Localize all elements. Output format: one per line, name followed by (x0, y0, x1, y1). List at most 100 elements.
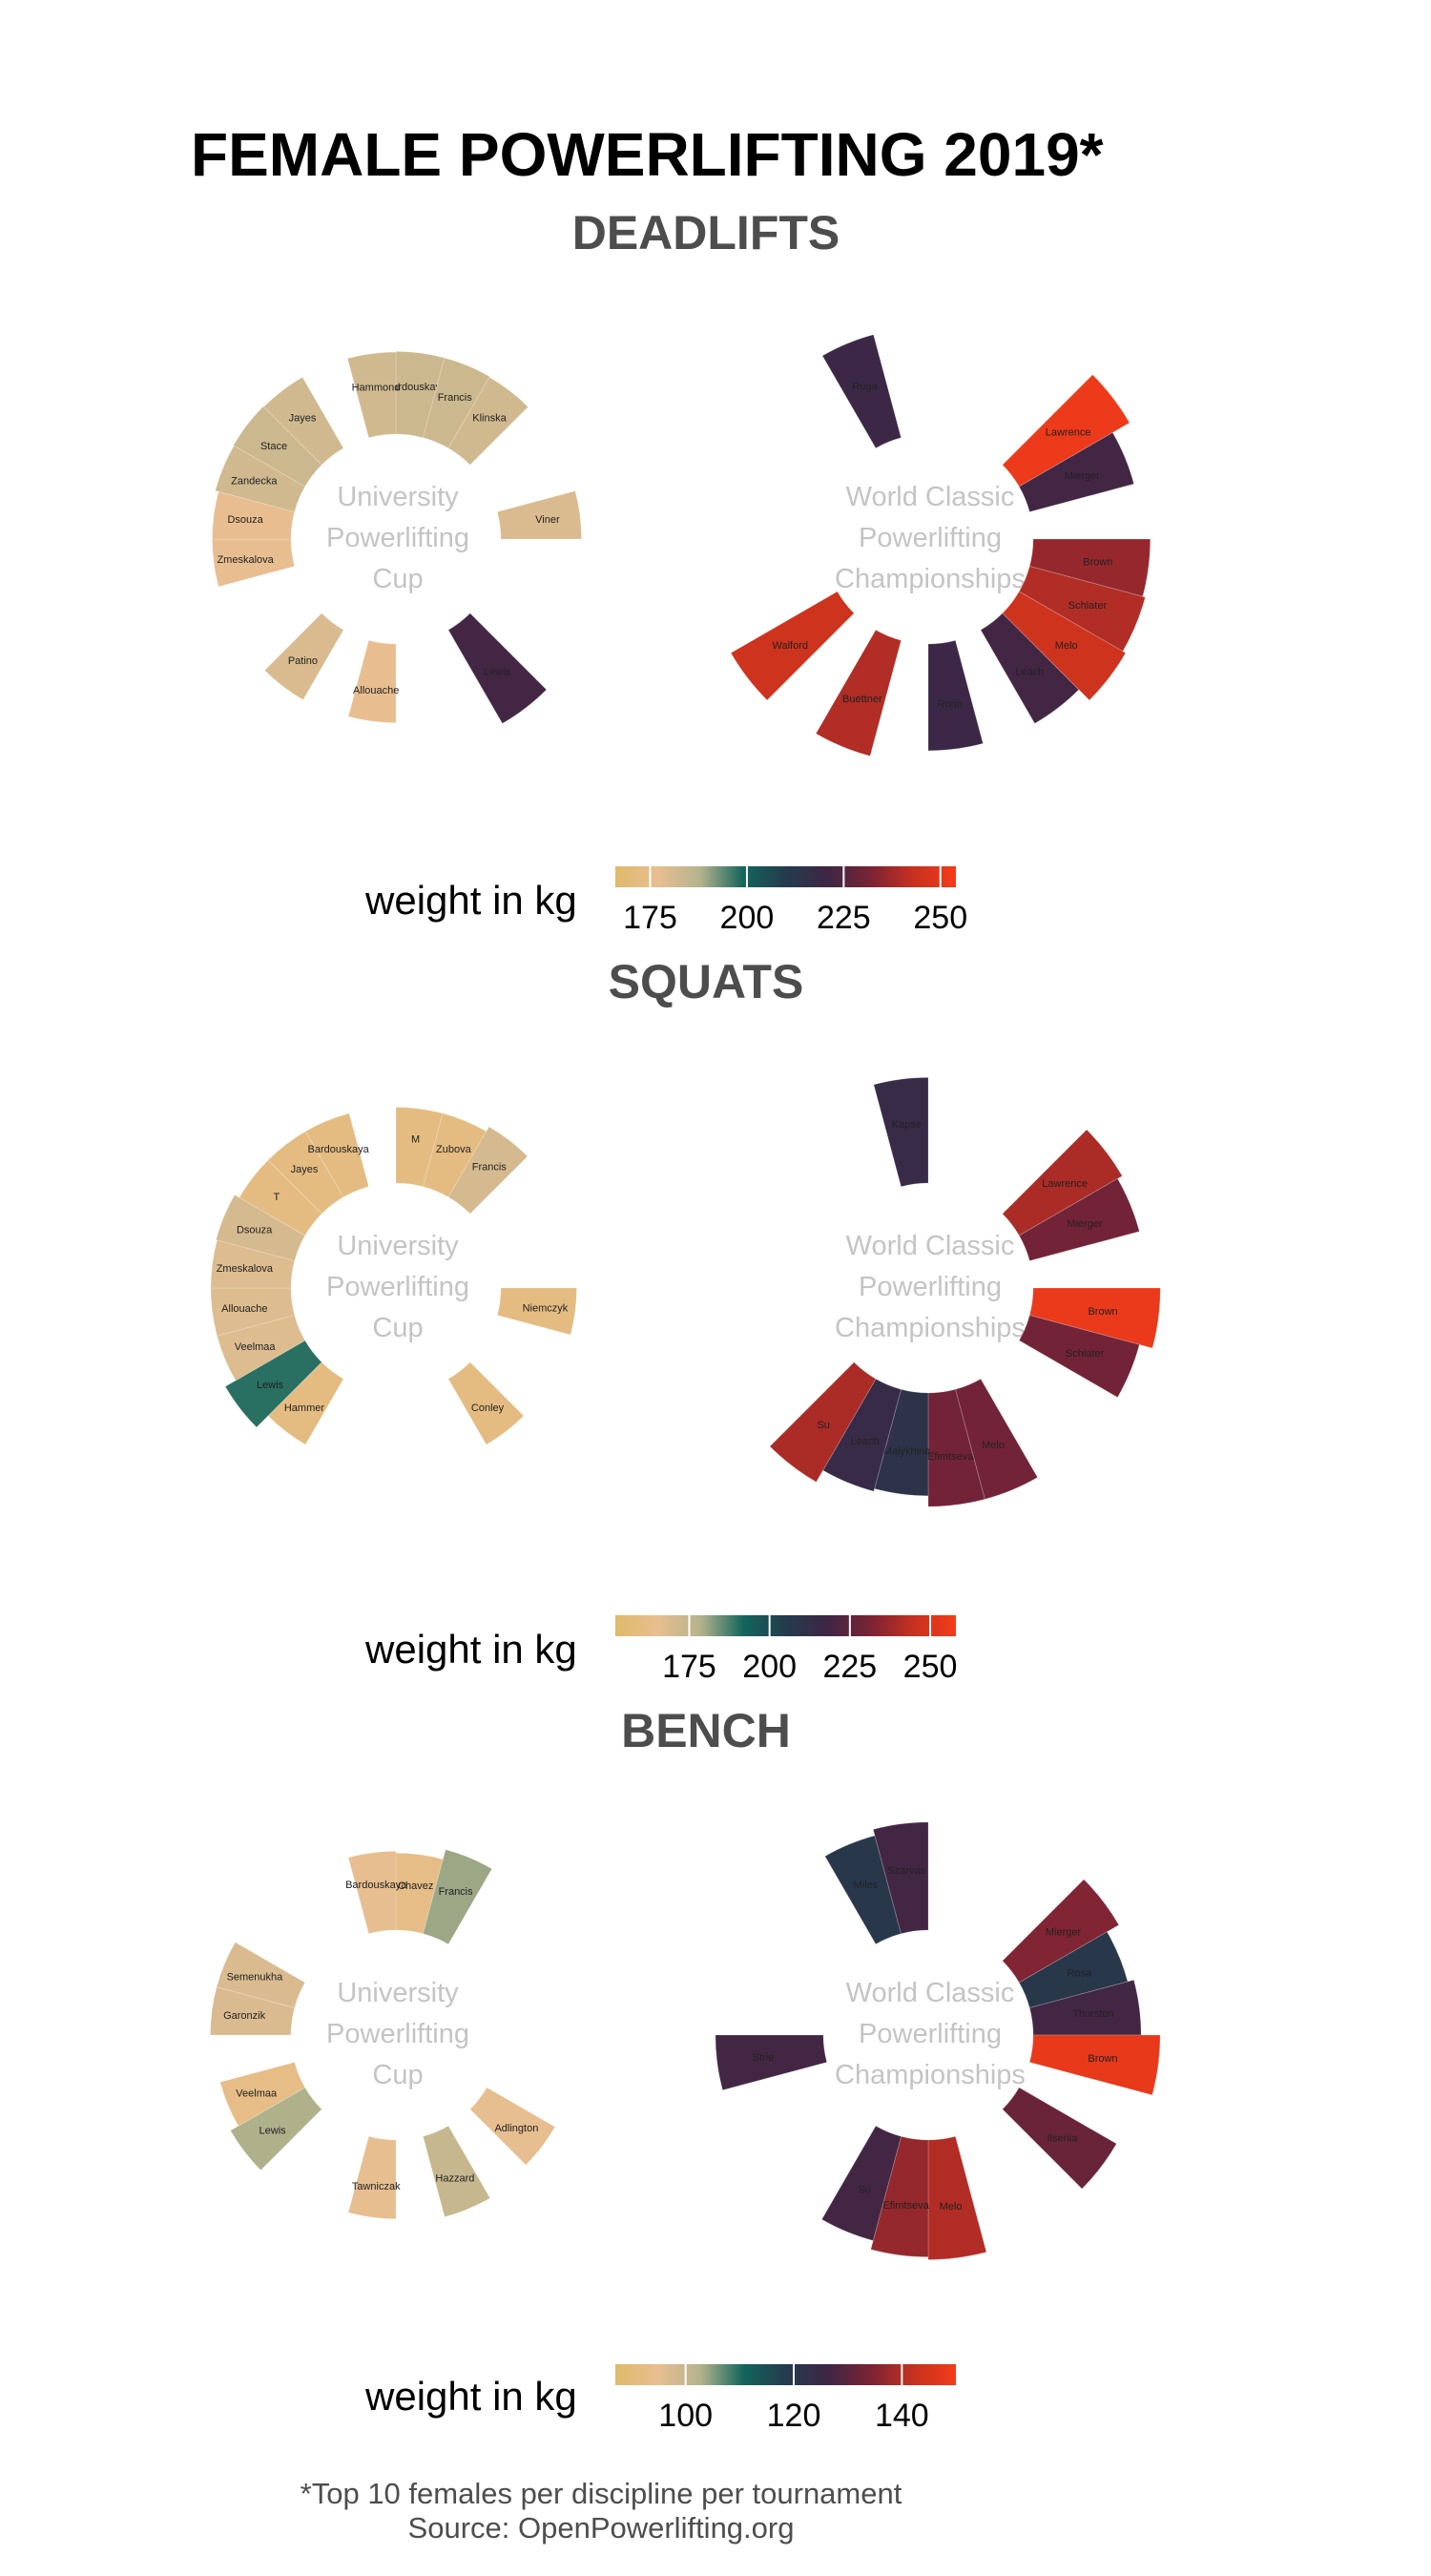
bar-segment (874, 1388, 929, 1497)
segment-label: Semenukha (227, 1972, 284, 1984)
bar-segment (980, 613, 1080, 724)
segment-label: Lewis (259, 2125, 287, 2136)
bar-segment (927, 1388, 985, 1507)
bar-segment (422, 2125, 491, 2218)
segment-label: Hammer (284, 1402, 325, 1414)
segment-label: Zubova (436, 1144, 472, 1155)
segment-label: Veelmaa (235, 1341, 277, 1353)
segment-label: Chavez (398, 1880, 433, 1892)
bar-segment (210, 1239, 296, 1289)
bar-segment (238, 1159, 322, 1236)
segment-label: Dsouza (227, 514, 263, 526)
bar-segment (215, 1194, 306, 1262)
segment-label: Schlater (1066, 1348, 1105, 1360)
polar-panel-bench-1: Mierger Rosa Thurston Brown Ilsenia Melo Efimt… (715, 1821, 1161, 2260)
segment-label: Mierger (1067, 1218, 1103, 1230)
segment-label: Brown (1083, 556, 1112, 568)
bar-segment (820, 2125, 902, 2241)
bar-segment (1018, 1314, 1140, 1399)
bar-segment (815, 629, 902, 757)
segment-label: Niemczyk (523, 1303, 569, 1315)
legend-tick-label: 250 (913, 900, 968, 936)
bar-segment (447, 613, 548, 724)
segment-label: M (411, 1134, 420, 1146)
segment-label: Lawrence (1042, 1178, 1088, 1190)
segment-label: Stace (260, 441, 287, 452)
bar-segment (304, 1112, 370, 1198)
bar-segment (347, 1850, 397, 1935)
bar-segment (215, 445, 306, 513)
bar-segment (1002, 1879, 1120, 1984)
segment-label: Francis (439, 1886, 474, 1898)
segment-label: Efimtseva (927, 1451, 974, 1463)
segment-label: Schlater (1068, 600, 1108, 612)
segment-label: Garonzik (223, 2010, 266, 2022)
bar-segment (821, 334, 902, 449)
bar-segment (1002, 374, 1130, 488)
caption-line-2: Source: OpenPowerlifting.org (407, 2511, 795, 2545)
bar-segment (212, 490, 296, 540)
legend-tick-label: 175 (662, 1649, 716, 1685)
segment-label: Francis (472, 1162, 508, 1174)
bar-segment (1028, 1979, 1142, 2036)
legend-colorbar (615, 1615, 956, 1636)
segment-label: Lewis (257, 1380, 284, 1391)
bar-segment (267, 1361, 344, 1445)
bar-segment (1002, 1129, 1123, 1236)
segment-label: Bardouskaya (345, 1880, 407, 1891)
segment-label: Melo (982, 1440, 1005, 1451)
segment-label: Melo (940, 2201, 963, 2212)
segment-label: Bardouskaya (385, 382, 447, 393)
polar-panel-squats-1: Lawrence Mierger Brown Schlater Melo Efimtsev… (769, 1076, 1161, 1507)
bar-segment (1028, 1287, 1161, 1349)
bar-segment (769, 1361, 877, 1483)
bar-segment (262, 376, 344, 466)
section-title-squats: SQUATS (608, 955, 804, 1008)
legend-tick-label: 175 (623, 900, 677, 936)
segment-label: Allouache (221, 1303, 267, 1315)
bar-segment (1028, 538, 1151, 597)
segment-label: Szarvas (887, 1865, 925, 1877)
segment-label: Zmeskalova (217, 554, 274, 566)
bar-segment (210, 1287, 296, 1337)
segment-label: Zandecka (231, 475, 278, 487)
bar-segment (212, 538, 296, 588)
deadlift-university-center-label: University Powerlifting Cup (326, 482, 469, 594)
bench-legend-title: weight in kg (365, 2374, 577, 2419)
segment-label: Viner (535, 514, 560, 526)
segment-label: Leach (1015, 667, 1044, 678)
segment-label: Strie (753, 2052, 775, 2064)
bar-segment (395, 1107, 444, 1188)
legend-tick-label: 100 (658, 2398, 714, 2434)
bar-segment (1002, 2087, 1117, 2190)
segment-label: Conley (471, 1402, 505, 1414)
segment-label: Brown (1088, 2053, 1117, 2065)
section-title-bench: BENCH (621, 1704, 791, 1757)
legend-tick-label: 200 (742, 1649, 798, 1685)
bar-segment (1018, 431, 1135, 513)
segment-label: T (273, 1192, 280, 1203)
caption-line-1: *Top 10 females per discipline per tourn… (300, 2477, 902, 2510)
bar-segment (422, 1112, 487, 1198)
legend-tick-label: 225 (822, 1649, 878, 1685)
bar-segment (824, 1835, 902, 1945)
legend-tick-label: 200 (719, 900, 775, 936)
segment-label: Klinska (472, 412, 507, 424)
segment-label: Lewis (484, 667, 511, 678)
legend-tick-label: 250 (902, 1649, 958, 1685)
segment-label: Ruga (852, 381, 878, 392)
bar-segment (263, 613, 344, 701)
squat-university-center-label: University Powerlifting Cup (326, 1231, 469, 1343)
segment-label: Su (858, 2184, 870, 2195)
bar-segment (217, 1314, 306, 1381)
bar-segment (927, 639, 984, 752)
bar-segment (715, 2034, 828, 2091)
legend-tick-label: 225 (816, 900, 871, 936)
bar-segment (422, 357, 490, 449)
bar-segment (927, 2135, 987, 2260)
segment-label: Lawrence (1046, 426, 1091, 438)
legend-colorbar (615, 2364, 956, 2385)
segment-label: Ronn (938, 698, 963, 710)
bar-segment (954, 1378, 1039, 1500)
segment-label: Miles (854, 1880, 879, 1891)
